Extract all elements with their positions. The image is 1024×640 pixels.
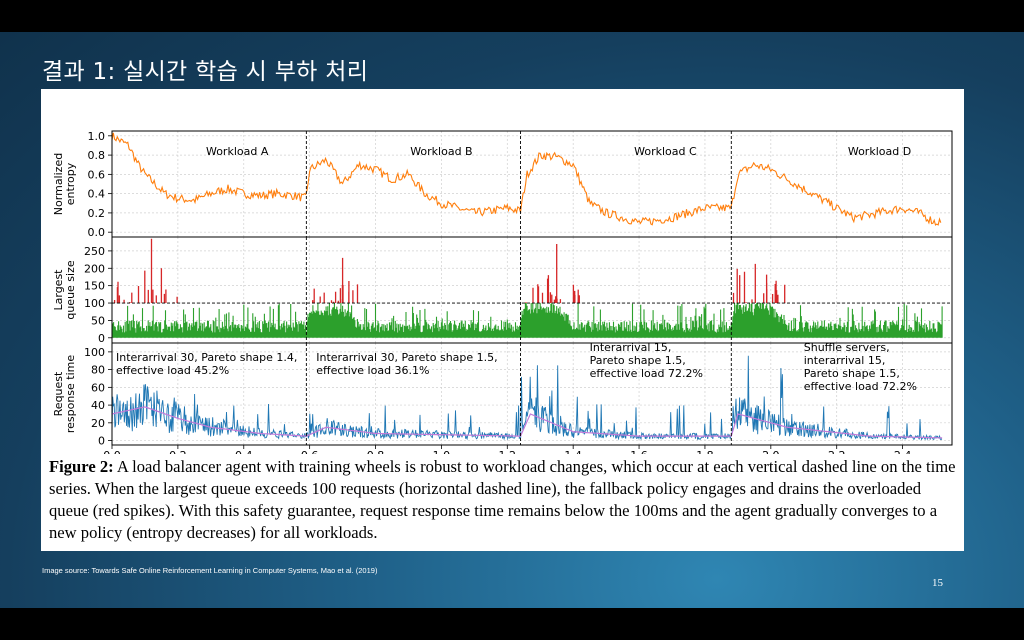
y-tick-label: 0 — [98, 332, 105, 345]
workload-label: Workload C — [634, 145, 697, 158]
y-axis-label: queue size — [64, 260, 77, 320]
y-tick-label: 250 — [84, 245, 105, 258]
panel-annotation: Interarrival 30, Pareto shape 1.4, — [116, 351, 297, 364]
queue-normal-bars — [112, 303, 943, 338]
x-tick-label: 1.2 — [499, 449, 517, 454]
workload-label: Workload B — [410, 145, 472, 158]
y-axis-label: Normalized — [52, 153, 65, 215]
x-tick-label: 1.0 — [433, 449, 451, 454]
panel-annotation: effective load 72.2% — [590, 367, 703, 380]
y-tick-label: 40 — [91, 399, 105, 412]
workload-label: Workload A — [206, 145, 269, 158]
y-tick-label: 0.2 — [88, 207, 106, 220]
y-axis-label: Largest — [52, 269, 65, 311]
workload-label: Workload D — [848, 145, 911, 158]
x-tick-label: 2.4 — [894, 449, 912, 454]
panel-annotation: interarrival 15, — [804, 354, 886, 367]
y-tick-label: 0.4 — [88, 188, 106, 201]
y-tick-label: 0.6 — [88, 168, 106, 181]
y-axis-label: Request — [52, 371, 65, 416]
y-tick-label: 50 — [91, 314, 105, 327]
y-tick-label: 0.0 — [88, 226, 106, 239]
panel-series-1 — [112, 238, 943, 338]
panel-series-0 — [112, 132, 942, 226]
slide: 결과 1: 실시간 학습 시 부하 처리 0.0 0.2 0.4 0.6 0.8 1.0 N… — [0, 32, 1024, 608]
x-tick-label: 0.4 — [235, 449, 253, 454]
figure-chart: 0.0 0.2 0.4 0.6 0.8 1.0 Normalized entropy 0 50 10… — [52, 130, 953, 454]
x-tick-label: 0.8 — [367, 449, 385, 454]
paper-figure: 0.0 0.2 0.4 0.6 0.8 1.0 Normalized entropy 0 50 10… — [41, 89, 964, 551]
image-source: Image source: Towards Safe Online Reinfo… — [42, 566, 378, 575]
y-axis-label: entropy — [64, 162, 77, 205]
panel-annotation: Interarrival 15, — [590, 341, 672, 354]
y-tick-label: 0.8 — [88, 149, 106, 162]
panel-annotation: Pareto shape 1.5, — [590, 354, 686, 367]
panel-annotation: Interarrival 30, Pareto shape 1.5, — [316, 351, 497, 364]
letterbox-top — [0, 0, 1024, 32]
y-tick-label: 150 — [84, 280, 105, 293]
panel-annotation: effective load 45.2% — [116, 364, 229, 377]
response-line — [112, 355, 943, 441]
panel-annotation: effective load 72.2% — [804, 380, 917, 393]
y-tick-label: 100 — [84, 346, 105, 359]
y-tick-label: 60 — [91, 381, 105, 394]
y-tick-label: 20 — [91, 417, 105, 430]
caption-text: A load balancer agent with training whee… — [49, 457, 956, 542]
x-tick-label: 1.6 — [630, 449, 648, 454]
response-average-line — [112, 406, 943, 439]
panel-series-2 — [112, 355, 943, 441]
page-number: 15 — [932, 577, 943, 589]
figure-caption: Figure 2: A load balancer agent with tra… — [49, 456, 959, 544]
x-tick-label: 1.8 — [696, 449, 714, 454]
y-tick-label: 80 — [91, 364, 105, 377]
panel-annotation: Pareto shape 1.5, — [804, 367, 900, 380]
letterbox-bottom — [0, 608, 1024, 640]
caption-label: Figure 2: — [49, 457, 114, 476]
y-tick-label: 200 — [84, 262, 105, 275]
panel-frame — [111, 342, 953, 446]
x-tick-label: 0.6 — [301, 449, 319, 454]
panel-annotation: Shuffle servers, — [804, 341, 890, 354]
x-tick-label: 1.4 — [564, 449, 582, 454]
y-tick-label: 0 — [98, 435, 105, 448]
slide-title: 결과 1: 실시간 학습 시 부하 처리 — [42, 59, 369, 85]
x-tick-label: 2.2 — [828, 449, 846, 454]
y-tick-label: 100 — [84, 297, 105, 310]
y-tick-label: 1.0 — [88, 130, 106, 143]
entropy-line — [112, 132, 942, 226]
x-tick-label: 2.0 — [762, 449, 780, 454]
x-tick-label: 0.0 — [103, 449, 121, 454]
panel-annotation: effective load 36.1% — [316, 364, 429, 377]
x-tick-label: 0.2 — [169, 449, 187, 454]
y-axis-label: response time — [64, 355, 77, 434]
queue-overflow-spikes — [112, 238, 786, 303]
